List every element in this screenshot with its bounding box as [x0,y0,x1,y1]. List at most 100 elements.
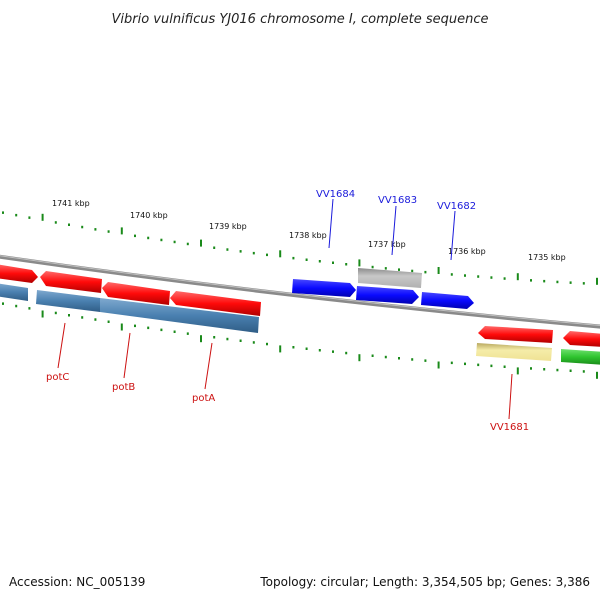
upper-scale-minor-tick [332,261,334,264]
upper-scale-minor-tick [569,281,572,284]
lower-scale-minor-tick [305,347,308,350]
feature-left-steelblue[interactable] [0,283,28,301]
leader-vv1682 [450,210,456,261]
upper-scale-minor-tick [543,279,546,283]
upper-scale-minor-tick [239,250,242,253]
gene-label-vv1682[interactable]: VV1682 [437,201,476,212]
upper-scale-minor-tick [186,242,189,246]
feature-vv1682[interactable] [421,292,474,309]
feature-potc-red[interactable] [40,271,102,293]
lower-scale-major-tick [358,354,361,362]
feature-vv1683-gray[interactable] [358,268,422,288]
lower-scale-minor-tick [384,355,387,359]
lower-scale-minor-tick [490,364,493,368]
lower-scale-minor-tick [147,326,150,330]
lower-scale-minor-tick [450,361,453,365]
feature-vv1681-yellow[interactable] [476,343,552,361]
upper-scale-minor-tick [252,251,255,255]
lower-scale-ticks [2,302,598,379]
scale-label-1738: 1738 kbp [289,231,327,240]
feature-right-edge-green[interactable] [561,349,600,365]
feature-potc-potb-steelblue[interactable] [36,290,100,312]
upper-scale-major-tick [41,213,44,221]
upper-scale-minor-tick [94,228,97,231]
upper-scale-minor-tick [582,282,585,285]
upper-scale-major-tick [120,227,123,235]
feature-right-edge-red[interactable] [563,331,600,347]
lower-scale-minor-tick [252,341,255,344]
chromosome-backbone [0,254,600,329]
lower-scale-minor-tick [345,351,348,355]
scale-label-1739: 1739 kbp [209,222,247,231]
lower-scale-minor-tick [411,358,414,361]
upper-scale-major-tick [516,273,519,281]
upper-scale-major-tick [437,267,440,274]
lower-scale-minor-tick [556,368,559,372]
upper-scale-minor-tick [450,273,453,276]
upper-scale-minor-tick [345,263,348,266]
leader-potc [57,322,66,369]
lower-scale-minor-tick [543,368,546,371]
upper-scale-minor-tick [68,223,70,226]
gene-label-potb[interactable]: potB [112,382,135,393]
lower-scale-major-tick [516,367,519,375]
upper-scale-minor-tick [226,248,229,251]
scale-label-1737: 1737 kbp [368,240,406,249]
gene-label-vv1684[interactable]: VV1684 [316,189,355,200]
lower-scale-minor-tick [226,337,229,341]
upper-scale-ticks [2,211,598,285]
scale-label-1735: 1735 kbp [528,253,566,262]
feature-pota-red[interactable] [170,291,261,316]
gene-label-vv1683[interactable]: VV1683 [378,195,417,206]
lower-scale-minor-tick [398,357,400,360]
lower-scale-minor-tick [477,363,480,367]
feature-left-edge-red[interactable] [0,264,38,283]
lower-scale-minor-tick [107,320,110,323]
gene-label-pota[interactable]: potA [192,393,215,404]
upper-scale-major-tick [279,250,282,258]
upper-scale-minor-tick [556,280,559,284]
lower-scale-minor-tick [68,314,70,317]
upper-scale-minor-tick [384,267,387,270]
upper-scale-minor-tick [147,236,150,240]
gene-label-vv1681[interactable]: VV1681 [490,422,529,433]
scale-label-1736: 1736 kbp [448,247,486,256]
lower-scale-minor-tick [15,304,18,308]
gene-label-potc[interactable]: potC [46,372,69,383]
lower-scale-minor-tick [134,324,136,328]
upper-scale-minor-tick [173,240,176,244]
lower-scale-minor-tick [239,339,242,342]
lower-scale-minor-tick [160,328,163,332]
upper-scale-major-tick [358,259,361,267]
upper-scale-minor-tick [305,258,308,261]
accession-text: Accession: NC_005139 [9,575,145,589]
upper-scale-minor-tick [371,265,374,269]
upper-scale-minor-tick [318,260,321,263]
upper-scale-minor-tick [424,270,427,274]
lower-scale-minor-tick [424,359,427,362]
lower-scale-minor-tick [186,332,189,335]
lower-scale-minor-tick [28,307,31,310]
lower-scale-minor-tick [2,302,4,305]
upper-scale-minor-tick [28,216,31,219]
leader-potb [123,332,131,379]
feature-potb-red[interactable] [102,282,170,305]
upper-scale-minor-tick [134,234,136,238]
upper-scale-minor-tick [411,269,414,273]
map-title: Vibrio vulnificus YJ016 chromosome I, co… [111,12,488,27]
upper-scale-minor-tick [107,230,110,233]
lower-scale-minor-tick [371,354,374,357]
lower-scale-minor-tick [173,330,176,333]
chromosome-backbone-highlight [0,255,600,327]
lower-scale-minor-tick [332,350,334,353]
feature-vv1684[interactable] [292,279,356,297]
feature-vv1681-red[interactable] [478,326,553,343]
lower-scale-major-tick [120,323,123,331]
lower-scale-minor-tick [266,342,268,346]
lower-scale-minor-tick [318,349,321,352]
upper-scale-major-tick [596,277,598,285]
feature-pota-steelblue[interactable] [100,298,259,333]
feature-vv1683[interactable] [356,286,419,304]
upper-scale-minor-tick [160,238,163,242]
leader-vv1683 [391,205,397,256]
